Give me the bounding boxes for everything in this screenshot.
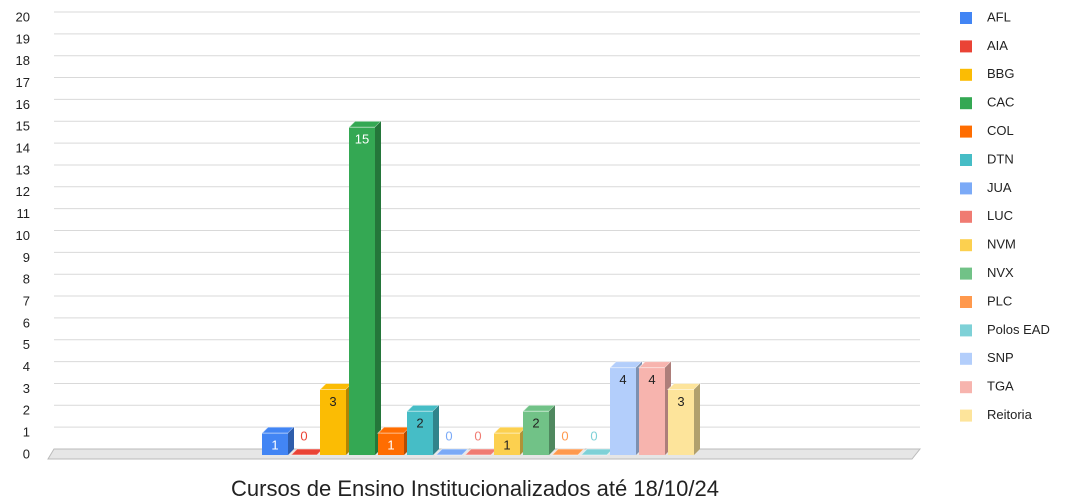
legend-swatch [960, 352, 972, 365]
legend-label: NVM [987, 237, 1016, 252]
y-tick-label: 13 [16, 162, 30, 177]
bar [434, 448, 470, 456]
data-label: 0 [300, 428, 307, 443]
bar-front [610, 367, 636, 455]
data-label: 1 [387, 438, 394, 453]
legend-swatch [960, 12, 972, 24]
bar-front [494, 433, 520, 455]
legend-swatch [960, 381, 972, 394]
bar-front [378, 433, 404, 455]
bar-front [349, 127, 375, 455]
legend-label: DTN [987, 151, 1014, 166]
legend-swatch [960, 296, 972, 308]
bar [579, 448, 615, 456]
bar [666, 382, 702, 455]
legend-label: BBG [987, 66, 1014, 81]
bar-front [523, 411, 549, 455]
legend-swatch [960, 324, 972, 337]
bar [347, 120, 383, 455]
y-tick-label: 6 [23, 315, 30, 330]
data-label: 1 [271, 438, 278, 453]
bar-top [463, 448, 499, 456]
legend-swatch [960, 210, 972, 223]
legend-label: NVX [987, 265, 1014, 280]
y-tick-label: 0 [23, 446, 30, 461]
y-tick-label: 18 [16, 53, 30, 68]
legend-label: AFL [987, 9, 1011, 24]
y-tick-label: 1 [23, 425, 30, 440]
legend-swatch [960, 239, 972, 252]
data-label: 0 [445, 428, 452, 443]
bar-front [639, 367, 665, 455]
y-tick-label: 4 [23, 359, 30, 374]
bar-front [407, 411, 433, 455]
legend-label: COL [987, 123, 1014, 138]
y-tick-label: 3 [23, 381, 30, 396]
y-tick-label: 12 [16, 184, 30, 199]
bar-top [289, 448, 325, 456]
legend-label: CAC [987, 95, 1014, 110]
legend-swatch [960, 409, 972, 422]
legend-label: SNP [987, 350, 1014, 365]
legend-swatch [960, 125, 972, 138]
legend-swatch [960, 68, 972, 81]
bar [521, 404, 557, 455]
data-label: 2 [532, 416, 539, 431]
data-label: 0 [561, 428, 568, 443]
legend-swatch [960, 154, 972, 166]
data-label: 1 [503, 438, 510, 453]
legend-swatch [960, 97, 972, 110]
legend-label: TGA [987, 379, 1014, 394]
data-label: 0 [474, 428, 481, 443]
data-label: 2 [416, 416, 423, 431]
y-tick-label: 20 [16, 9, 30, 24]
y-tick-label: 14 [16, 141, 30, 156]
data-label: 4 [648, 372, 655, 387]
legend-label: AIA [987, 38, 1008, 53]
y-tick-label: 11 [17, 206, 31, 221]
bar-front [320, 389, 346, 455]
data-label: 3 [677, 394, 684, 409]
data-label: 15 [355, 132, 369, 147]
legend-label: Reitoria [987, 407, 1033, 422]
bar-top [550, 448, 586, 456]
legend-swatch [960, 267, 972, 280]
bar-front [262, 433, 288, 455]
legend-label: LUC [987, 208, 1013, 223]
bar-side [549, 405, 555, 455]
y-tick-label: 9 [23, 250, 30, 265]
y-tick-label: 16 [16, 97, 30, 112]
bar-side [288, 427, 294, 455]
bar [405, 404, 441, 455]
y-tick-label: 5 [23, 337, 30, 352]
bar-top [579, 448, 615, 456]
bar [318, 382, 354, 455]
bar-side [694, 383, 700, 455]
y-tick-label: 10 [16, 228, 30, 243]
chart-title: Cursos de Ensino Institucionalizados até… [231, 476, 719, 499]
legend-label: PLC [987, 293, 1012, 308]
legend-label: JUA [987, 180, 1012, 195]
bar [550, 448, 586, 456]
y-tick-label: 2 [23, 403, 30, 418]
bar-side [375, 121, 381, 455]
legend-swatch [960, 40, 972, 53]
y-tick-label: 8 [23, 272, 30, 287]
bar-top [434, 448, 470, 456]
y-tick-label: 7 [23, 293, 30, 308]
y-tick-label: 15 [16, 119, 30, 134]
legend-label: Polos EAD [987, 322, 1050, 337]
bar-front [668, 389, 694, 455]
data-label: 0 [590, 428, 597, 443]
y-tick-label: 19 [16, 31, 30, 46]
bar [289, 448, 325, 456]
data-label: 4 [619, 372, 626, 387]
bar-side [433, 405, 439, 455]
bar [260, 426, 296, 455]
data-label: 3 [329, 394, 336, 409]
bar [463, 448, 499, 456]
y-tick-label: 17 [16, 75, 30, 90]
legend-swatch [960, 182, 972, 195]
